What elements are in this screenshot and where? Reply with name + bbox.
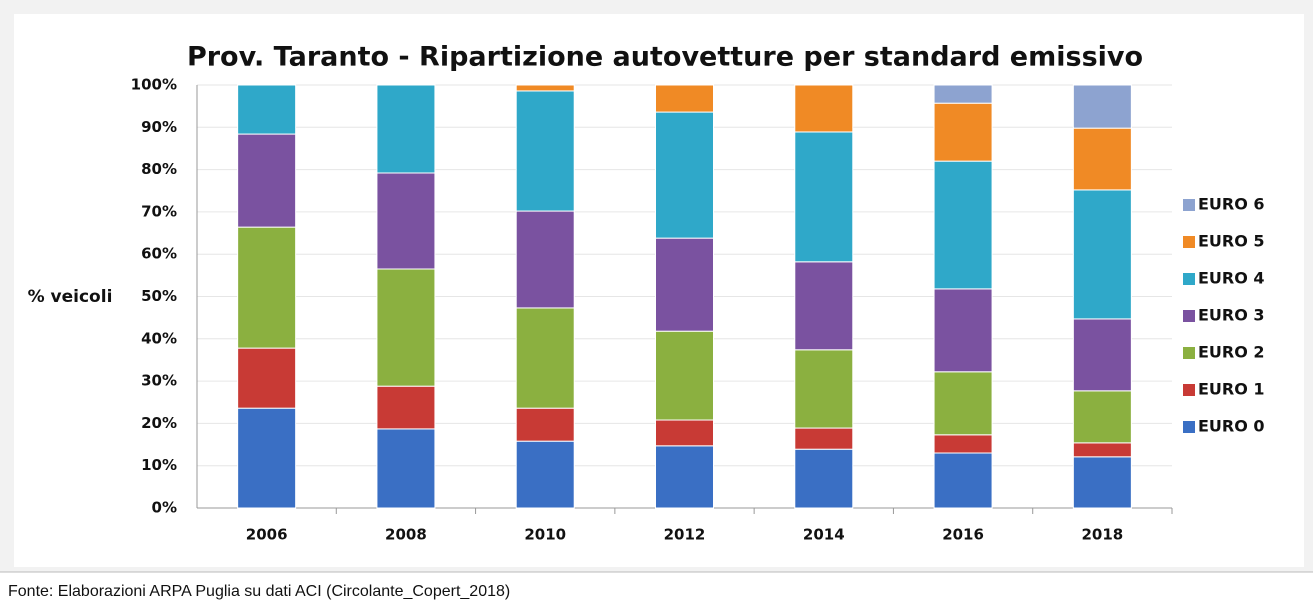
bar-segment: [1072, 390, 1132, 444]
legend-label: EURO 4: [1198, 269, 1265, 288]
legend-label: EURO 0: [1198, 417, 1265, 436]
y-tick-label: 20%: [141, 414, 177, 432]
bar-segment: [237, 347, 297, 409]
legend-label: EURO 3: [1198, 306, 1265, 325]
bar-segment: [933, 371, 993, 436]
bar-segment: [515, 307, 575, 409]
bar-segment: [655, 419, 714, 447]
bar-segment: [376, 84, 436, 174]
bar-segment: [376, 428, 436, 509]
bar-segment: [237, 407, 297, 509]
legend-swatch: [1183, 421, 1195, 433]
x-tick-label: 2018: [1081, 526, 1123, 544]
legend-swatch: [1183, 310, 1195, 322]
bar-segment: [655, 330, 714, 421]
bar-segment: [933, 84, 993, 104]
x-tick-label: 2014: [803, 526, 845, 544]
footnote: Fonte: Elaborazioni ARPA Puglia su dati …: [8, 583, 510, 600]
y-tick-label: 90%: [141, 118, 177, 136]
bar-segment: [515, 84, 575, 92]
y-tick-label: 40%: [141, 329, 177, 347]
x-tick-label: 2016: [942, 526, 984, 544]
bar-segment: [794, 427, 854, 450]
bar-segment: [655, 237, 714, 332]
bar-segment: [1072, 318, 1132, 392]
legend-swatch: [1183, 199, 1195, 211]
legend-label: EURO 5: [1198, 232, 1265, 251]
y-tick-label: 70%: [141, 202, 177, 220]
y-tick-label: 100%: [131, 76, 177, 94]
bar-segment: [794, 261, 854, 351]
legend-swatch: [1183, 384, 1195, 396]
legend-swatch: [1183, 236, 1195, 248]
legend-label: EURO 6: [1198, 195, 1265, 214]
bar-segment: [933, 452, 993, 509]
y-tick-label: 80%: [141, 160, 177, 178]
y-axis-label: % veicoli: [28, 287, 113, 307]
bar-segment: [655, 445, 714, 509]
chart-title: Prov. Taranto - Ripartizione autovetture…: [187, 42, 1143, 73]
bar-segment: [1072, 189, 1132, 320]
bar-segment: [237, 133, 297, 228]
bar-segment: [933, 288, 993, 373]
bar-segment: [655, 111, 714, 239]
legend-label: EURO 1: [1198, 380, 1265, 399]
bar-segment: [515, 440, 575, 509]
legend-swatch: [1183, 347, 1195, 359]
bar-segment: [794, 448, 854, 509]
bar-segment: [376, 385, 436, 430]
bar-segment: [794, 84, 854, 133]
legend-label: EURO 2: [1198, 343, 1265, 362]
bar-segment: [376, 268, 436, 387]
legend-swatch: [1183, 273, 1195, 285]
y-tick-label: 30%: [141, 372, 177, 390]
x-tick-label: 2010: [524, 526, 566, 544]
bar-segment: [794, 349, 854, 429]
bar-segment: [237, 226, 297, 349]
bar-segment: [1072, 442, 1132, 458]
x-tick-label: 2006: [246, 526, 288, 544]
bar-segment: [655, 84, 714, 113]
y-tick-label: 50%: [141, 287, 177, 305]
bar-segment: [1072, 84, 1132, 129]
bar-segment: [237, 84, 297, 135]
bar-segment: [1072, 456, 1132, 509]
bar-segment: [515, 407, 575, 442]
bar-segment: [376, 172, 436, 270]
bar-segment: [515, 90, 575, 212]
bar-segment: [933, 102, 993, 162]
bar-segment: [933, 160, 993, 290]
y-tick-label: 60%: [141, 245, 177, 263]
bar-segment: [794, 131, 854, 263]
x-tick-label: 2012: [664, 526, 706, 544]
y-tick-label: 10%: [141, 456, 177, 474]
y-tick-label: 0%: [152, 499, 177, 517]
bar-segment: [515, 210, 575, 309]
bar-segment: [933, 434, 993, 454]
x-tick-label: 2008: [385, 526, 427, 544]
bar-segment: [1072, 127, 1132, 191]
